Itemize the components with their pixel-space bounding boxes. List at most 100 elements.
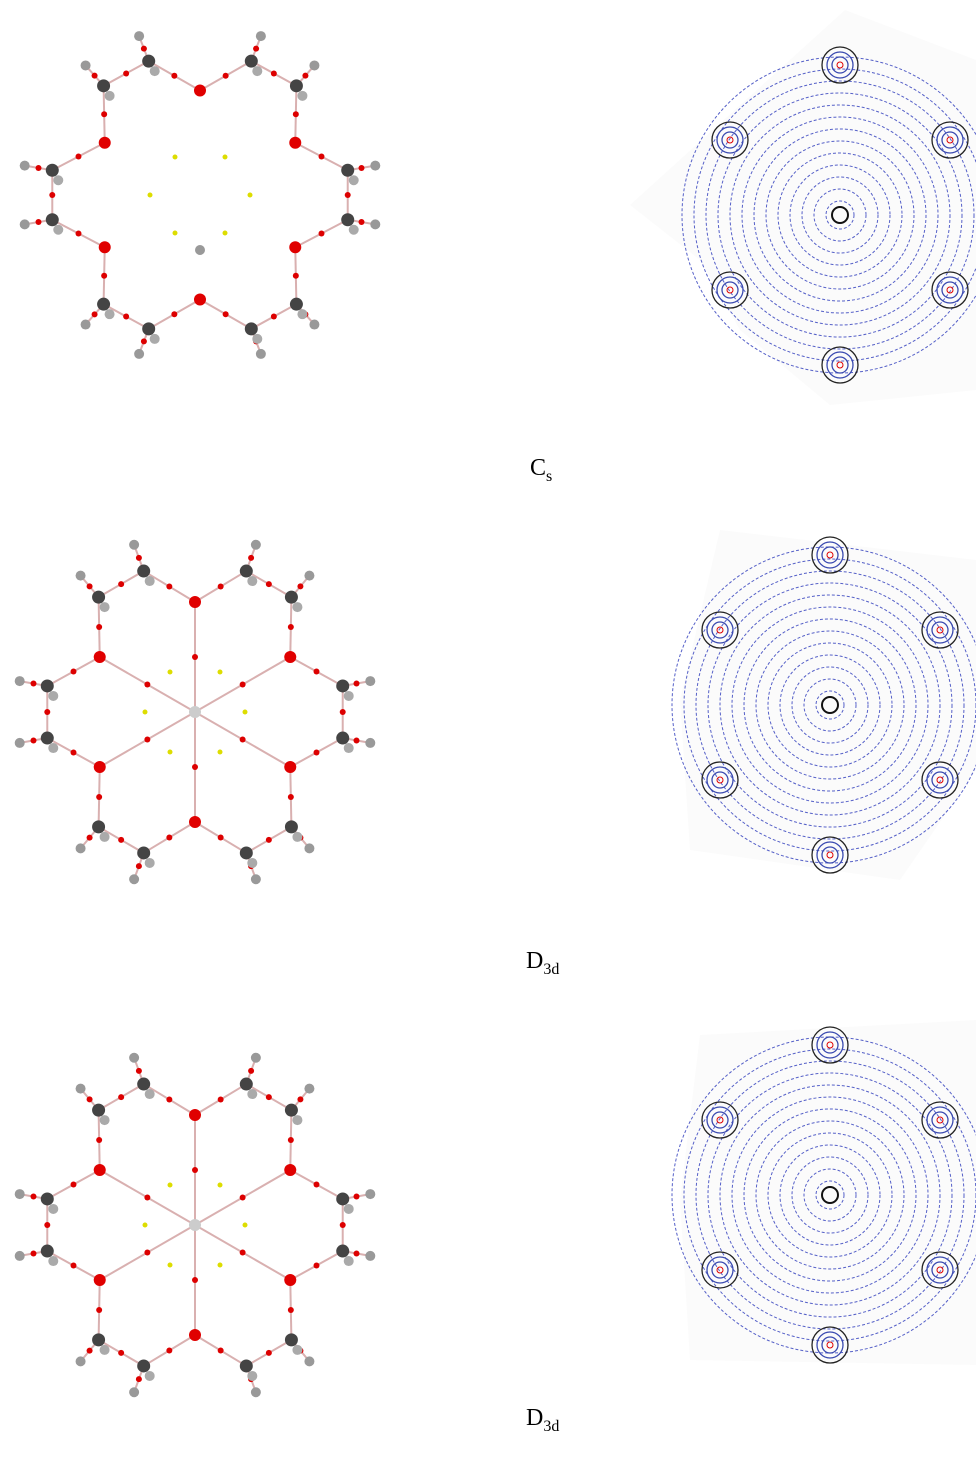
bond-point (171, 311, 177, 317)
critical-point (173, 155, 178, 160)
metal-atom (189, 706, 201, 718)
bond-point (144, 1250, 150, 1256)
bond-point (218, 584, 224, 590)
hydrogen-atom (105, 91, 115, 101)
hydrogen-atom (251, 1387, 261, 1397)
hydrogen-atom (76, 571, 86, 581)
bond-point (92, 311, 98, 317)
critical-point (168, 1183, 173, 1188)
hydrogen-atom (76, 1084, 86, 1094)
critical-point (143, 710, 148, 715)
bond-point (240, 737, 246, 743)
bond-point (144, 682, 150, 688)
molecule (20, 31, 381, 359)
contour-maps (630, 10, 976, 1365)
hydrogen-atom (370, 219, 380, 229)
bond-point (340, 709, 346, 715)
carbon-atom (137, 1359, 150, 1372)
carbon-atom (41, 732, 54, 745)
oxygen-atom (289, 241, 301, 253)
bond-point (76, 154, 82, 160)
hydrogen-atom (134, 31, 144, 41)
bond-point (171, 73, 177, 79)
carbon-atom (240, 846, 253, 859)
hydrogen-atom (129, 874, 139, 884)
carbon-atom (285, 820, 298, 833)
hydrogen-atom (304, 1084, 314, 1094)
critical-point (243, 710, 248, 715)
bond-point (354, 1194, 360, 1200)
bond-point (166, 834, 172, 840)
bond-point (271, 314, 277, 320)
hydrogen-atom (150, 334, 160, 344)
oxygen-atom (189, 1329, 201, 1341)
critical-point (168, 1263, 173, 1268)
bond-point (313, 1263, 319, 1269)
bond-point (340, 1222, 346, 1228)
bond-point (240, 1250, 246, 1256)
bond-point (101, 111, 107, 117)
metal-atom (189, 1219, 201, 1231)
hydrogen-atom (100, 832, 110, 842)
hydrogen-atom (150, 66, 160, 76)
carbon-atom (142, 55, 155, 68)
contour-map (672, 530, 976, 880)
bond-point (271, 70, 277, 76)
hydrogen-atom (145, 1089, 155, 1099)
oxygen-atom (189, 1109, 201, 1121)
bond-point (354, 1250, 360, 1256)
bond-point (266, 1350, 272, 1356)
bond-point (288, 1137, 294, 1143)
oxygen-atom (99, 241, 111, 253)
bond-point (192, 764, 198, 770)
bond-point (297, 1096, 303, 1102)
carbon-atom (92, 1333, 105, 1346)
molecule (15, 540, 376, 885)
bond-point (118, 581, 124, 587)
bond-point (313, 1181, 319, 1187)
bond-point (44, 1222, 50, 1228)
hydrogen-atom (145, 576, 155, 586)
bond-point (266, 581, 272, 587)
contour-map (630, 10, 976, 405)
carbon-atom (245, 55, 258, 68)
hydrogen-atom (247, 576, 257, 586)
carbon-atom (97, 79, 110, 92)
bond-point (92, 73, 98, 79)
carbon-atom (41, 1192, 54, 1205)
oxygen-atom (99, 137, 111, 149)
bond-point (166, 584, 172, 590)
bond-point (44, 709, 50, 715)
bond-point (71, 1181, 77, 1187)
bond-point (87, 835, 93, 841)
hydrogen-atom (247, 1089, 257, 1099)
molecule (15, 1053, 376, 1398)
hydrogen-atom (304, 571, 314, 581)
carbon-atom (41, 1245, 54, 1258)
bond-point (87, 1096, 93, 1102)
bond-point (30, 1194, 36, 1200)
oxygen-atom (284, 761, 296, 773)
bond-point (253, 46, 259, 52)
hydrogen-atom (15, 1189, 25, 1199)
carbon-atom (336, 732, 349, 745)
hydrogen-atom (53, 225, 63, 235)
bond-point (136, 863, 142, 869)
bond-point (71, 750, 77, 756)
critical-point (223, 231, 228, 236)
hydrogen-atom (252, 66, 262, 76)
hydrogen-atom (292, 1345, 302, 1355)
bond-point (192, 654, 198, 660)
bond-point (359, 165, 365, 171)
bond-point (218, 834, 224, 840)
hydrogen-atom (251, 540, 261, 550)
bond-point (288, 1307, 294, 1313)
bond-point (49, 192, 55, 198)
bond-point (223, 73, 229, 79)
bond-point (96, 794, 102, 800)
bond-point (266, 837, 272, 843)
bond-point (118, 837, 124, 843)
bond-point (248, 1068, 254, 1074)
symmetry-label: Cs (530, 455, 552, 485)
hydrogen-atom (129, 540, 139, 550)
